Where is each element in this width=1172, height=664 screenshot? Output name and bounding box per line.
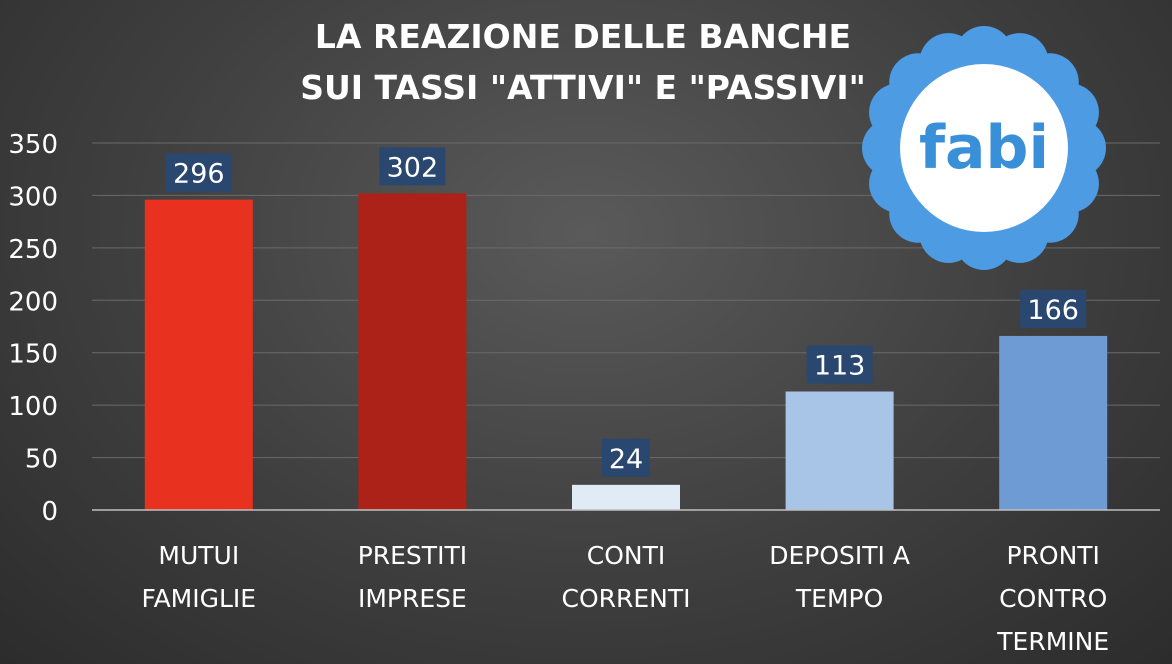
y-tick-label: 50 [25,445,58,475]
data-label: 296 [165,153,232,192]
data-label-box [379,147,446,186]
bar [572,484,680,510]
y-tick-label: 250 [8,235,58,265]
y-tick-label: 100 [8,392,58,422]
x-category-label: DEPOSITI A [769,541,910,570]
y-tick-label: 200 [8,287,58,317]
x-category-label: PRESTITI [358,541,467,570]
chart-title-line-2: SUI TASSI "ATTIVI" E "PASSIVI" [300,68,866,107]
logo-center [900,64,1068,232]
chart-title-line-1: LA REAZIONE DELLE BANCHE [315,17,851,56]
bar [144,199,253,510]
data-label-value: 296 [173,159,225,190]
x-category-label: IMPRESE [358,584,467,613]
data-label-value: 166 [1027,295,1079,326]
y-tick-label: 350 [8,130,58,160]
x-axis-labels: MUTUI FAMIGLIE PRESTITI IMPRESE CONTI CORRENT… [141,541,1109,656]
data-label: 166 [1020,289,1087,328]
data-label: 302 [379,147,446,186]
bar [999,335,1108,510]
logo-text: fabi [919,113,1049,183]
x-category-label: TERMINE [996,627,1109,656]
x-category-label: PRONTI [1006,541,1099,570]
x-category-label: MUTUI [158,541,239,570]
data-label-box [165,153,232,192]
bar [785,391,894,510]
data-labels: 296 302 24 113 166 [165,147,1087,477]
y-tick-label: 0 [41,497,58,527]
gridlines [92,142,1160,459]
data-label: 113 [806,345,873,384]
y-tick-label: 150 [8,340,58,370]
chart-title: LA REAZIONE DELLE BANCHE SUI TASSI "ATTI… [300,17,866,107]
data-label-value: 113 [814,351,866,382]
y-tick-label: 300 [8,182,58,212]
x-category-label: FAMIGLIE [141,584,256,613]
data-label-box [1020,289,1087,328]
x-category-label: CONTI [587,541,665,570]
data-label-value: 24 [609,444,643,475]
x-category-label: CONTRO [999,584,1107,613]
bars [144,193,1108,510]
data-label-box [806,345,873,384]
bar [358,193,467,510]
x-category-label: CORRENTI [561,584,690,613]
data-label-box [602,438,650,477]
fabi-logo: fabi [862,26,1106,270]
y-axis-ticks: 0 50 100 150 200 250 300 350 [8,130,58,527]
x-category-label: TEMPO [795,584,883,613]
data-label-value: 302 [387,152,439,183]
data-label: 24 [602,438,650,477]
